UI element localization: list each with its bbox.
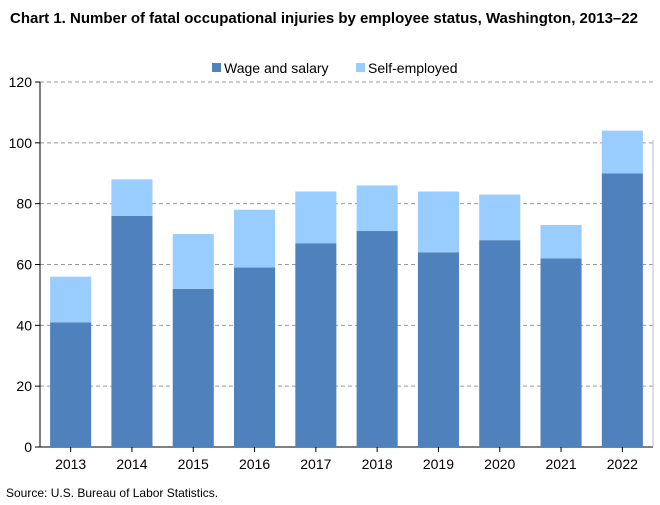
x-tick-label: 2014 <box>116 456 147 472</box>
bars <box>50 130 643 447</box>
bar-self-employed-2019 <box>417 191 459 253</box>
chart-title: Chart 1. Number of fatal occupational in… <box>10 10 638 27</box>
bar-wage-and-salary-2013 <box>50 322 92 447</box>
y-tick-label: 60 <box>16 257 32 273</box>
x-tick-label: 2013 <box>55 456 86 472</box>
legend-swatch <box>212 63 221 72</box>
x-tick-label: 2016 <box>239 456 270 472</box>
legend-label: Self-employed <box>368 60 458 76</box>
y-tick-labels: 0 20 40 60 80 100 120 <box>9 74 33 455</box>
legend-swatch <box>356 63 365 72</box>
x-tick-label: 2021 <box>545 456 576 472</box>
bar-wage-and-salary-2017 <box>295 243 337 447</box>
x-tick-label: 2019 <box>423 456 454 472</box>
bar-wage-and-salary-2020 <box>479 240 521 447</box>
bar-wage-and-salary-2022 <box>601 173 643 447</box>
bar-wage-and-salary-2019 <box>417 252 459 447</box>
x-tick-label: 2015 <box>178 456 209 472</box>
legend-label: Wage and salary <box>224 60 329 76</box>
bar-self-employed-2018 <box>356 185 398 232</box>
source-note: Source: U.S. Bureau of Labor Statistics. <box>6 486 219 500</box>
bar-self-employed-2021 <box>540 224 582 259</box>
y-tick-label: 20 <box>16 378 32 394</box>
bar-self-employed-2014 <box>111 179 153 216</box>
bar-self-employed-2017 <box>295 191 337 244</box>
bar-self-employed-2015 <box>172 234 214 289</box>
bar-wage-and-salary-2016 <box>234 267 276 447</box>
bar-wage-and-salary-2021 <box>540 258 582 447</box>
x-tick-label: 2017 <box>300 456 331 472</box>
bar-self-employed-2016 <box>234 209 276 268</box>
x-tick-label: 2020 <box>484 456 515 472</box>
y-tick-label: 0 <box>24 439 32 455</box>
x-tick-label: 2022 <box>607 456 638 472</box>
bar-wage-and-salary-2014 <box>111 215 153 447</box>
legend: Wage and salary Self-employed <box>212 60 458 76</box>
x-tick-labels: 2013 2014 2015 2016 2017 2018 2019 2020 2021 2022 <box>55 456 638 472</box>
bar-self-employed-2020 <box>479 194 521 241</box>
x-tick-label: 2018 <box>362 456 393 472</box>
bar-wage-and-salary-2015 <box>172 288 214 447</box>
bar-self-employed-2022 <box>601 130 643 174</box>
bar-self-employed-2013 <box>50 276 92 323</box>
bar-wage-and-salary-2018 <box>356 231 398 447</box>
y-tick-label: 80 <box>16 196 32 212</box>
y-tick-label: 100 <box>9 135 33 151</box>
y-tick-label: 120 <box>9 74 33 90</box>
y-tick-label: 40 <box>16 317 32 333</box>
